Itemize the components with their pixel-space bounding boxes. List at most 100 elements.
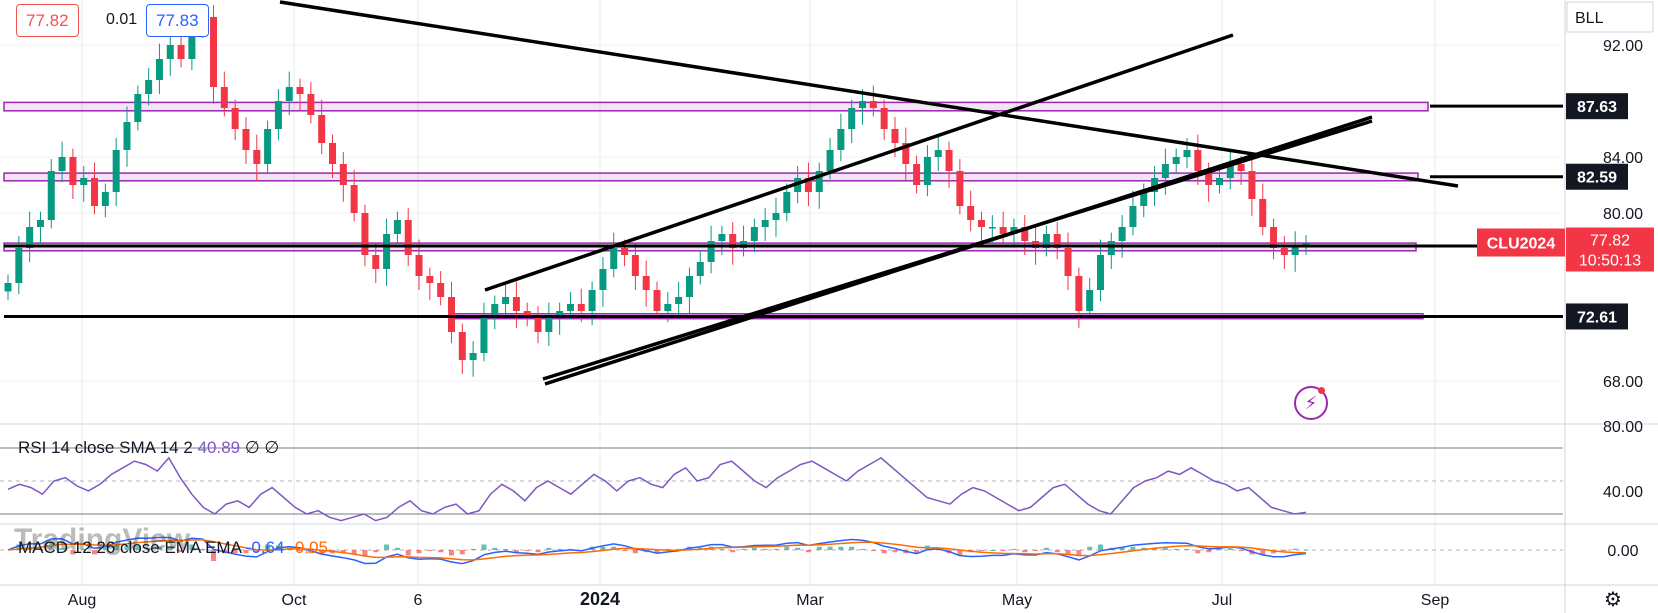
- macd-histogram-bar: [1184, 548, 1190, 550]
- candle-body: [329, 143, 336, 164]
- macd-histogram-bar: [676, 548, 682, 550]
- x-tick-label: 2024: [580, 589, 620, 609]
- candle-body: [869, 101, 877, 108]
- candle-body: [740, 241, 748, 248]
- macd-histogram-bar: [340, 550, 346, 554]
- candle-body: [621, 248, 629, 255]
- macd-histogram-bar: [914, 550, 920, 554]
- macd-histogram-bar: [1162, 547, 1168, 550]
- candle-body: [804, 178, 812, 192]
- macd-histogram-bar: [513, 550, 519, 553]
- candle-body: [361, 213, 369, 255]
- candle-body: [4, 283, 12, 292]
- candle-body: [1259, 199, 1267, 227]
- macd-level-label: 0.00: [1607, 543, 1638, 560]
- candle-body: [437, 283, 445, 297]
- candle-body: [447, 297, 455, 332]
- macd-histogram-bar: [1281, 550, 1287, 552]
- candle-body: [285, 87, 293, 101]
- candle-body: [631, 255, 639, 276]
- macd-histogram-bar: [146, 547, 152, 550]
- macd-histogram-bar: [297, 550, 303, 552]
- ask-price[interactable]: 77.83: [146, 4, 209, 37]
- macd-histogram-bar: [427, 550, 433, 552]
- macd-histogram-bar: [1119, 547, 1125, 550]
- macd-histogram-bar: [1303, 549, 1309, 551]
- macd-histogram-bar: [849, 546, 855, 550]
- candle-body: [848, 108, 856, 129]
- macd-histogram-bar: [503, 548, 509, 550]
- candle-body: [350, 185, 358, 213]
- macd-histogram-bar: [481, 544, 487, 550]
- macd-histogram-bar: [319, 550, 325, 555]
- macd-histogram-bar: [892, 550, 898, 553]
- candle-body: [1010, 227, 1018, 234]
- candle-body: [458, 332, 466, 360]
- macd-histogram-bar: [816, 546, 822, 550]
- candle-body: [653, 290, 661, 311]
- candle-body: [1151, 178, 1159, 192]
- x-tick-label: Oct: [282, 592, 307, 609]
- candle-body: [1032, 241, 1040, 248]
- settings-gear-icon[interactable]: ⚙: [1604, 589, 1622, 611]
- macd-histogram-bar: [881, 550, 887, 554]
- macd-histogram-bar: [167, 547, 173, 550]
- lightning-icon[interactable]: ⚡: [1294, 386, 1328, 420]
- candle-body: [1205, 171, 1213, 185]
- candle-body: [729, 234, 737, 248]
- macd-histogram-bar: [1054, 550, 1060, 553]
- candle-body: [58, 157, 66, 171]
- x-tick-label: 6: [414, 592, 423, 609]
- macd-histogram-bar: [211, 550, 217, 561]
- candle-body: [112, 150, 120, 192]
- y-tick-label: 84.00: [1603, 150, 1643, 167]
- macd-histogram-bar: [92, 550, 98, 555]
- macd-legend[interactable]: MACD 12 26 close EMA EMA -0.64 -0.05: [18, 538, 328, 558]
- macd-histogram-bar: [719, 548, 725, 550]
- candle-body: [967, 206, 975, 220]
- candle-body: [707, 241, 715, 262]
- candle-body: [134, 94, 142, 122]
- candle-body: [80, 178, 88, 185]
- candle-body: [675, 297, 683, 304]
- candle-body: [1215, 178, 1223, 185]
- candle-body: [556, 311, 564, 318]
- candle-body: [1042, 234, 1050, 248]
- y-tick-label: 92.00: [1603, 38, 1643, 55]
- macd-histogram-bar: [557, 548, 563, 550]
- macd-histogram-bar: [860, 548, 866, 550]
- candle-body: [339, 164, 347, 185]
- macd-histogram-bar: [600, 546, 606, 550]
- macd-histogram-bar: [102, 547, 108, 550]
- candle-body: [988, 227, 996, 229]
- macd-histogram-bar: [156, 546, 162, 550]
- macd-histogram-bar: [16, 544, 22, 550]
- macd-histogram-bar: [989, 550, 995, 551]
- macd-histogram-bar: [254, 550, 260, 553]
- macd-histogram-bar: [654, 550, 660, 554]
- macd-histogram-bar: [135, 545, 141, 550]
- candle-body: [577, 304, 585, 311]
- candle-body: [155, 59, 163, 80]
- rsi-legend[interactable]: RSI 14 close SMA 14 2 40.89 ∅ ∅: [18, 438, 279, 458]
- candle-body: [415, 255, 423, 276]
- macd-histogram-bar: [665, 548, 671, 550]
- symbol-tag-bg: [1477, 228, 1565, 257]
- candle-body: [1021, 227, 1029, 241]
- bid-price[interactable]: 77.82: [16, 4, 79, 37]
- candle-body: [220, 87, 228, 108]
- candle-body: [685, 276, 693, 297]
- candle-body: [47, 171, 55, 220]
- price-tag-bg: [1566, 163, 1628, 190]
- candle-body: [891, 129, 899, 143]
- spread-value: 0.01: [97, 4, 147, 35]
- candle-body: [166, 45, 174, 59]
- candle-body: [599, 269, 607, 290]
- signal-value: -0.05: [289, 538, 328, 557]
- macd-histogram-bar: [1130, 546, 1136, 550]
- candle-body: [296, 87, 304, 94]
- candle-body: [15, 248, 23, 283]
- candle-body: [1118, 227, 1126, 241]
- candle-body: [859, 101, 867, 108]
